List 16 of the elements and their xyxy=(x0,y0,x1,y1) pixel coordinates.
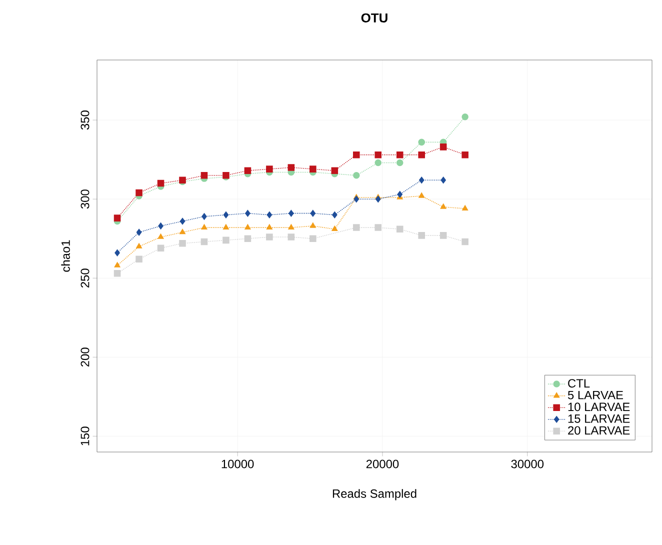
chart-title: OTU xyxy=(361,13,388,22)
x-tick-label: 30000 xyxy=(511,460,544,468)
y-tick-label: 350 xyxy=(80,110,90,130)
x-tick-label: 10000 xyxy=(222,460,254,468)
legend-label: 15 LARVAE xyxy=(568,414,630,423)
y-tick-label: 250 xyxy=(80,268,90,288)
y-axis-title: chao1 xyxy=(61,240,70,272)
legend-label: 20 LARVAE xyxy=(568,426,630,435)
legend-label: 10 LARVAE xyxy=(568,402,630,412)
x-axis-title: Reads Sampled xyxy=(332,489,416,500)
legend-label: 5 LARVAE xyxy=(568,390,624,400)
y-tick-label: 150 xyxy=(80,426,90,446)
y-tick-label: 200 xyxy=(80,348,90,367)
legend-label: CTL xyxy=(568,379,590,388)
y-tick-label: 300 xyxy=(80,190,90,209)
x-tick-label: 20000 xyxy=(366,460,399,468)
